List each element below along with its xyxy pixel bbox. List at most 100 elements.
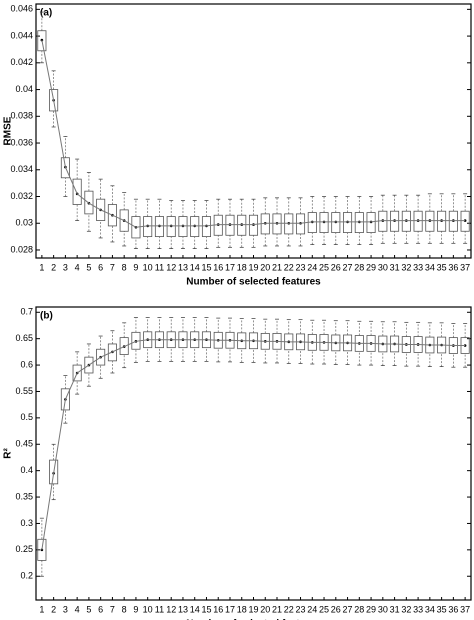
x-tick-label: 33 — [413, 262, 423, 272]
y-tick-label: 0.6 — [20, 359, 33, 369]
box — [284, 213, 294, 235]
x-tick-label: 24 — [307, 604, 317, 614]
box — [343, 212, 353, 233]
y-tick-label: 0.044 — [10, 30, 33, 40]
x-tick-label: 25 — [319, 262, 329, 272]
x-tick-label: 9 — [133, 262, 138, 272]
box — [437, 210, 447, 232]
y-tick-label: 0.4 — [20, 465, 33, 475]
y-tick-label: 0.038 — [10, 111, 33, 121]
box — [201, 216, 211, 238]
x-tick-label: 8 — [122, 604, 127, 614]
box — [37, 30, 47, 52]
box — [319, 212, 329, 233]
y-axis-label: RMSE — [3, 116, 14, 145]
x-tick-label: 32 — [401, 262, 411, 272]
x-tick-label: 13 — [178, 604, 188, 614]
x-tick-label: 15 — [201, 604, 211, 614]
x-tick-label: 5 — [86, 262, 91, 272]
x-tick-label: 27 — [343, 604, 353, 614]
box — [84, 356, 94, 374]
x-tick-label: 23 — [296, 262, 306, 272]
median-dot — [463, 219, 467, 222]
x-tick-label: 25 — [319, 604, 329, 614]
box — [354, 212, 364, 233]
x-tick-label: 28 — [354, 604, 364, 614]
box — [248, 214, 259, 236]
box — [49, 459, 59, 485]
box — [107, 343, 117, 362]
x-tick-label: 19 — [248, 604, 258, 614]
box — [60, 388, 70, 411]
y-tick-label: 0.034 — [10, 164, 33, 174]
x-tick-label: 3 — [63, 604, 68, 614]
median-line — [41, 339, 466, 550]
x-tick-label: 30 — [378, 604, 388, 614]
x-tick-label: 21 — [272, 604, 282, 614]
box — [119, 337, 129, 355]
y-tick-label: 0.35 — [15, 491, 33, 501]
x-tick-label: 3 — [63, 262, 68, 272]
x-tick-label: 10 — [143, 604, 153, 614]
y-tick-label: 0.65 — [15, 333, 33, 343]
x-tick-label: 28 — [354, 262, 364, 272]
y-tick-label: 0.032 — [10, 191, 33, 201]
x-axis-label: Number of selected features — [186, 277, 321, 288]
x-tick-label: 6 — [98, 262, 103, 272]
box — [413, 210, 423, 232]
x-tick-label: 4 — [75, 262, 80, 272]
y-tick-label: 0.046 — [10, 4, 33, 14]
x-tick-label: 17 — [225, 262, 235, 272]
x-tick-label: 15 — [201, 262, 211, 272]
box — [96, 348, 106, 366]
box — [331, 212, 341, 233]
x-tick-label: 16 — [213, 604, 223, 614]
y-tick-label: 0.028 — [10, 244, 33, 254]
x-tick-label: 9 — [133, 604, 138, 614]
y-axis-label: R² — [3, 448, 14, 459]
x-tick-label: 27 — [343, 262, 353, 272]
x-tick-label: 22 — [284, 604, 294, 614]
x-tick-label: 26 — [331, 262, 341, 272]
x-tick-label: 13 — [178, 262, 188, 272]
x-tick-label: 20 — [260, 604, 270, 614]
x-tick-label: 34 — [425, 604, 435, 614]
x-tick-label: 29 — [366, 262, 376, 272]
x-tick-label: 18 — [237, 604, 247, 614]
y-tick-label: 0.036 — [10, 137, 33, 147]
box — [401, 210, 411, 232]
box — [107, 204, 117, 227]
y-tick-label: 0.25 — [15, 544, 33, 554]
y-tick-label: 0.7 — [20, 307, 33, 317]
x-tick-label: 31 — [390, 604, 400, 614]
x-tick-label: 6 — [98, 604, 103, 614]
y-tick-label: 0.3 — [20, 518, 33, 528]
x-tick-label: 23 — [296, 604, 306, 614]
box — [390, 210, 400, 232]
median-line — [41, 39, 466, 228]
box — [166, 216, 176, 238]
x-tick-label: 35 — [437, 604, 447, 614]
box — [425, 210, 435, 232]
x-tick-label: 36 — [448, 604, 458, 614]
x-tick-label: 21 — [272, 262, 282, 272]
y-tick-label: 0.2 — [20, 571, 33, 581]
x-tick-label: 20 — [260, 262, 270, 272]
x-tick-label: 19 — [248, 262, 258, 272]
x-tick-label: 22 — [284, 262, 294, 272]
x-tick-label: 26 — [331, 604, 341, 614]
x-tick-label: 37 — [460, 262, 470, 272]
panel-label: (a) — [40, 8, 52, 19]
box — [296, 213, 306, 235]
x-tick-label: 7 — [110, 604, 115, 614]
box — [448, 210, 458, 232]
x-tick-label: 2 — [51, 262, 56, 272]
x-tick-label: 34 — [425, 262, 435, 272]
panel-label: (b) — [40, 311, 53, 322]
box — [225, 214, 235, 236]
box — [84, 190, 94, 215]
x-tick-label: 36 — [448, 262, 458, 272]
box — [366, 212, 376, 233]
